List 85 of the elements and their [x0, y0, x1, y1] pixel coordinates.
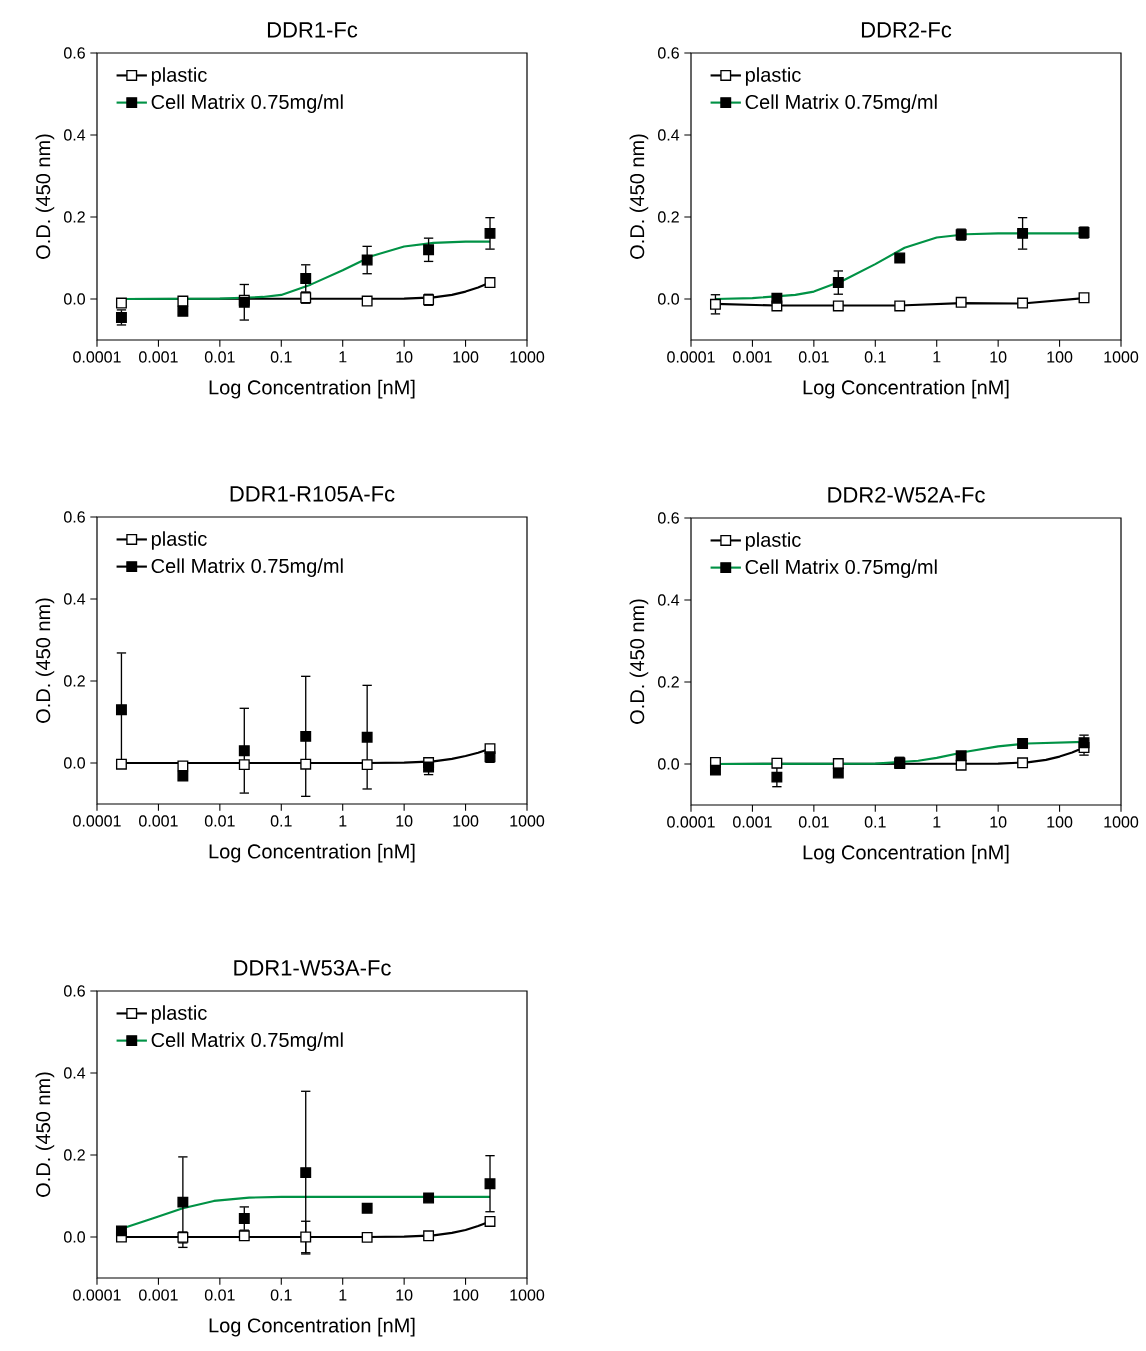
- y-tick-label: 0.4: [64, 1067, 86, 1079]
- y-tick-label: 0.4: [658, 594, 680, 606]
- legend-label: plastic: [151, 531, 207, 550]
- x-tick-label: 0.01: [204, 351, 235, 363]
- y-tick-label: 0.6: [658, 512, 679, 524]
- x-axis-title: Log Concentration [nM]: [209, 379, 415, 399]
- y-tick-label: 0.4: [64, 129, 86, 141]
- x-tick-label: 0.001: [139, 1289, 178, 1301]
- y-tick-label: 0.2: [64, 675, 85, 687]
- x-tick-label: 0.001: [139, 351, 178, 363]
- y-tick-label: 0.4: [64, 593, 86, 605]
- x-tick-label: 0.0001: [73, 815, 121, 827]
- legend-label: Cell Matrix 0.75mg/ml: [151, 558, 343, 577]
- x-tick-label: 0.0001: [667, 351, 715, 363]
- x-tick-label: 0.1: [270, 1289, 292, 1301]
- legend-label: Cell Matrix 0.75mg/ml: [151, 94, 343, 113]
- x-tick-label: 10: [396, 1289, 413, 1301]
- y-tick-label: 0.0: [64, 1231, 85, 1243]
- y-tick-label: 0.2: [64, 1149, 85, 1161]
- y-tick-label: 0.6: [658, 47, 679, 59]
- legend-label: Cell Matrix 0.75mg/ml: [151, 1032, 343, 1051]
- x-axis-title: Log Concentration [nM]: [209, 843, 415, 863]
- y-tick-label: 0.6: [64, 985, 85, 997]
- x-tick-label: 0.01: [798, 351, 829, 363]
- x-tick-label: 1000: [1104, 816, 1139, 828]
- y-tick-label: 0.0: [658, 758, 680, 770]
- y-tick-label: 0.2: [64, 211, 85, 223]
- x-tick-label: 10: [990, 351, 1007, 363]
- x-tick-label: 0.01: [204, 1289, 235, 1301]
- x-tick-label: 100: [1047, 816, 1073, 828]
- x-tick-label: 0.0001: [73, 1289, 121, 1301]
- y-tick-label: 0.2: [658, 211, 679, 223]
- x-tick-label: 0.001: [139, 815, 178, 827]
- y-axis-title: O.D. (450 nm): [629, 599, 649, 724]
- chart-title: DDR2-W52A-Fc: [828, 487, 985, 503]
- x-tick-label: 10: [396, 815, 413, 827]
- x-tick-label: 1000: [510, 351, 545, 363]
- x-tick-label: 1: [933, 816, 941, 828]
- legend-label: plastic: [151, 1005, 207, 1024]
- x-tick-label: 100: [453, 351, 479, 363]
- x-tick-label: 1000: [1104, 351, 1139, 363]
- x-tick-label: 1: [339, 815, 347, 827]
- x-tick-label: 0.1: [864, 816, 886, 828]
- legend-label: Cell Matrix 0.75mg/ml: [745, 559, 937, 578]
- y-tick-label: 0.2: [658, 676, 679, 688]
- x-tick-label: 0.1: [270, 351, 292, 363]
- x-tick-label: 1: [339, 351, 347, 363]
- legend-label: plastic: [151, 67, 207, 86]
- y-tick-label: 0.0: [658, 293, 680, 305]
- legend-label: plastic: [745, 532, 801, 551]
- y-axis-title: O.D. (450 nm): [35, 598, 55, 723]
- chart-title: DDR1-Fc: [267, 22, 358, 38]
- y-tick-label: 0.6: [64, 511, 85, 523]
- x-tick-label: 100: [453, 1289, 479, 1301]
- x-tick-label: 0.0001: [73, 351, 121, 363]
- x-axis-title: Log Concentration [nM]: [803, 844, 1009, 864]
- y-tick-label: 0.6: [64, 47, 85, 59]
- x-tick-label: 100: [453, 815, 479, 827]
- chart-title: DDR1-R105A-Fc: [230, 486, 395, 502]
- x-tick-label: 0.001: [733, 351, 772, 363]
- x-tick-label: 0.001: [733, 816, 772, 828]
- x-tick-label: 0.01: [798, 816, 829, 828]
- x-tick-label: 10: [990, 816, 1007, 828]
- chart-title: DDR1-W53A-Fc: [234, 960, 391, 976]
- x-tick-label: 0.0001: [667, 816, 715, 828]
- x-tick-label: 100: [1047, 351, 1073, 363]
- x-tick-label: 1000: [510, 815, 545, 827]
- x-axis-title: Log Concentration [nM]: [209, 1317, 415, 1337]
- x-axis-title: Log Concentration [nM]: [803, 379, 1009, 399]
- y-axis-title: O.D. (450 nm): [35, 1072, 55, 1197]
- x-tick-label: 1000: [510, 1289, 545, 1301]
- y-tick-label: 0.0: [64, 293, 85, 305]
- x-tick-label: 0.01: [204, 815, 235, 827]
- chart-title: DDR2-Fc: [861, 22, 952, 38]
- y-axis-title: O.D. (450 nm): [629, 134, 649, 259]
- y-tick-label: 0.0: [64, 757, 85, 769]
- y-axis-title: O.D. (450 nm): [35, 134, 55, 259]
- x-tick-label: 10: [396, 351, 413, 363]
- y-tick-label: 0.4: [658, 129, 680, 141]
- legend-label: Cell Matrix 0.75mg/ml: [745, 94, 937, 113]
- x-tick-label: 1: [339, 1289, 347, 1301]
- x-tick-label: 0.1: [864, 351, 886, 363]
- legend-label: plastic: [745, 67, 801, 86]
- x-tick-label: 0.1: [270, 815, 292, 827]
- x-tick-label: 1: [933, 351, 941, 363]
